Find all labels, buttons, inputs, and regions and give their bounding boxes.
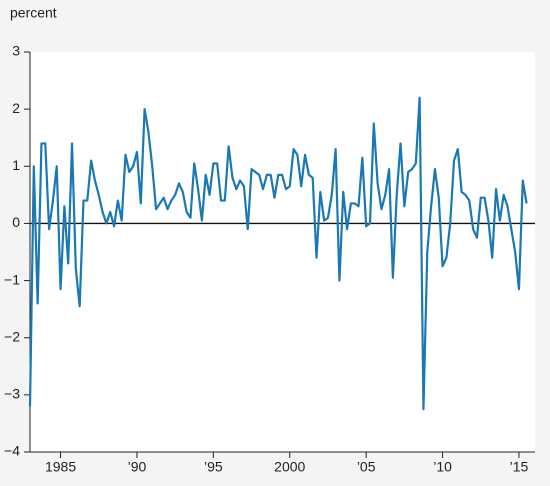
x-tick-label: 1985 (45, 459, 76, 475)
y-tick-label: 2 (12, 100, 20, 116)
plot-area (30, 52, 535, 452)
x-tick-label: 2000 (274, 459, 305, 475)
y-tick-label: −3 (4, 386, 20, 402)
y-tick-label: 3 (12, 43, 20, 59)
y-tick-label: −1 (4, 271, 20, 287)
y-tick-label: 0 (12, 214, 20, 230)
x-tick-label: ’95 (204, 459, 223, 475)
y-tick-label: 1 (12, 157, 20, 173)
y-tick-label: −2 (4, 328, 20, 344)
x-tick-label: ’10 (433, 459, 452, 475)
y-axis-label: percent (10, 5, 57, 21)
data-line (28, 96, 528, 411)
x-tick-label: ’15 (510, 459, 529, 475)
x-tick-label: ’05 (357, 459, 376, 475)
y-tick-label: −4 (4, 443, 20, 459)
x-tick-label: ’90 (128, 459, 147, 475)
